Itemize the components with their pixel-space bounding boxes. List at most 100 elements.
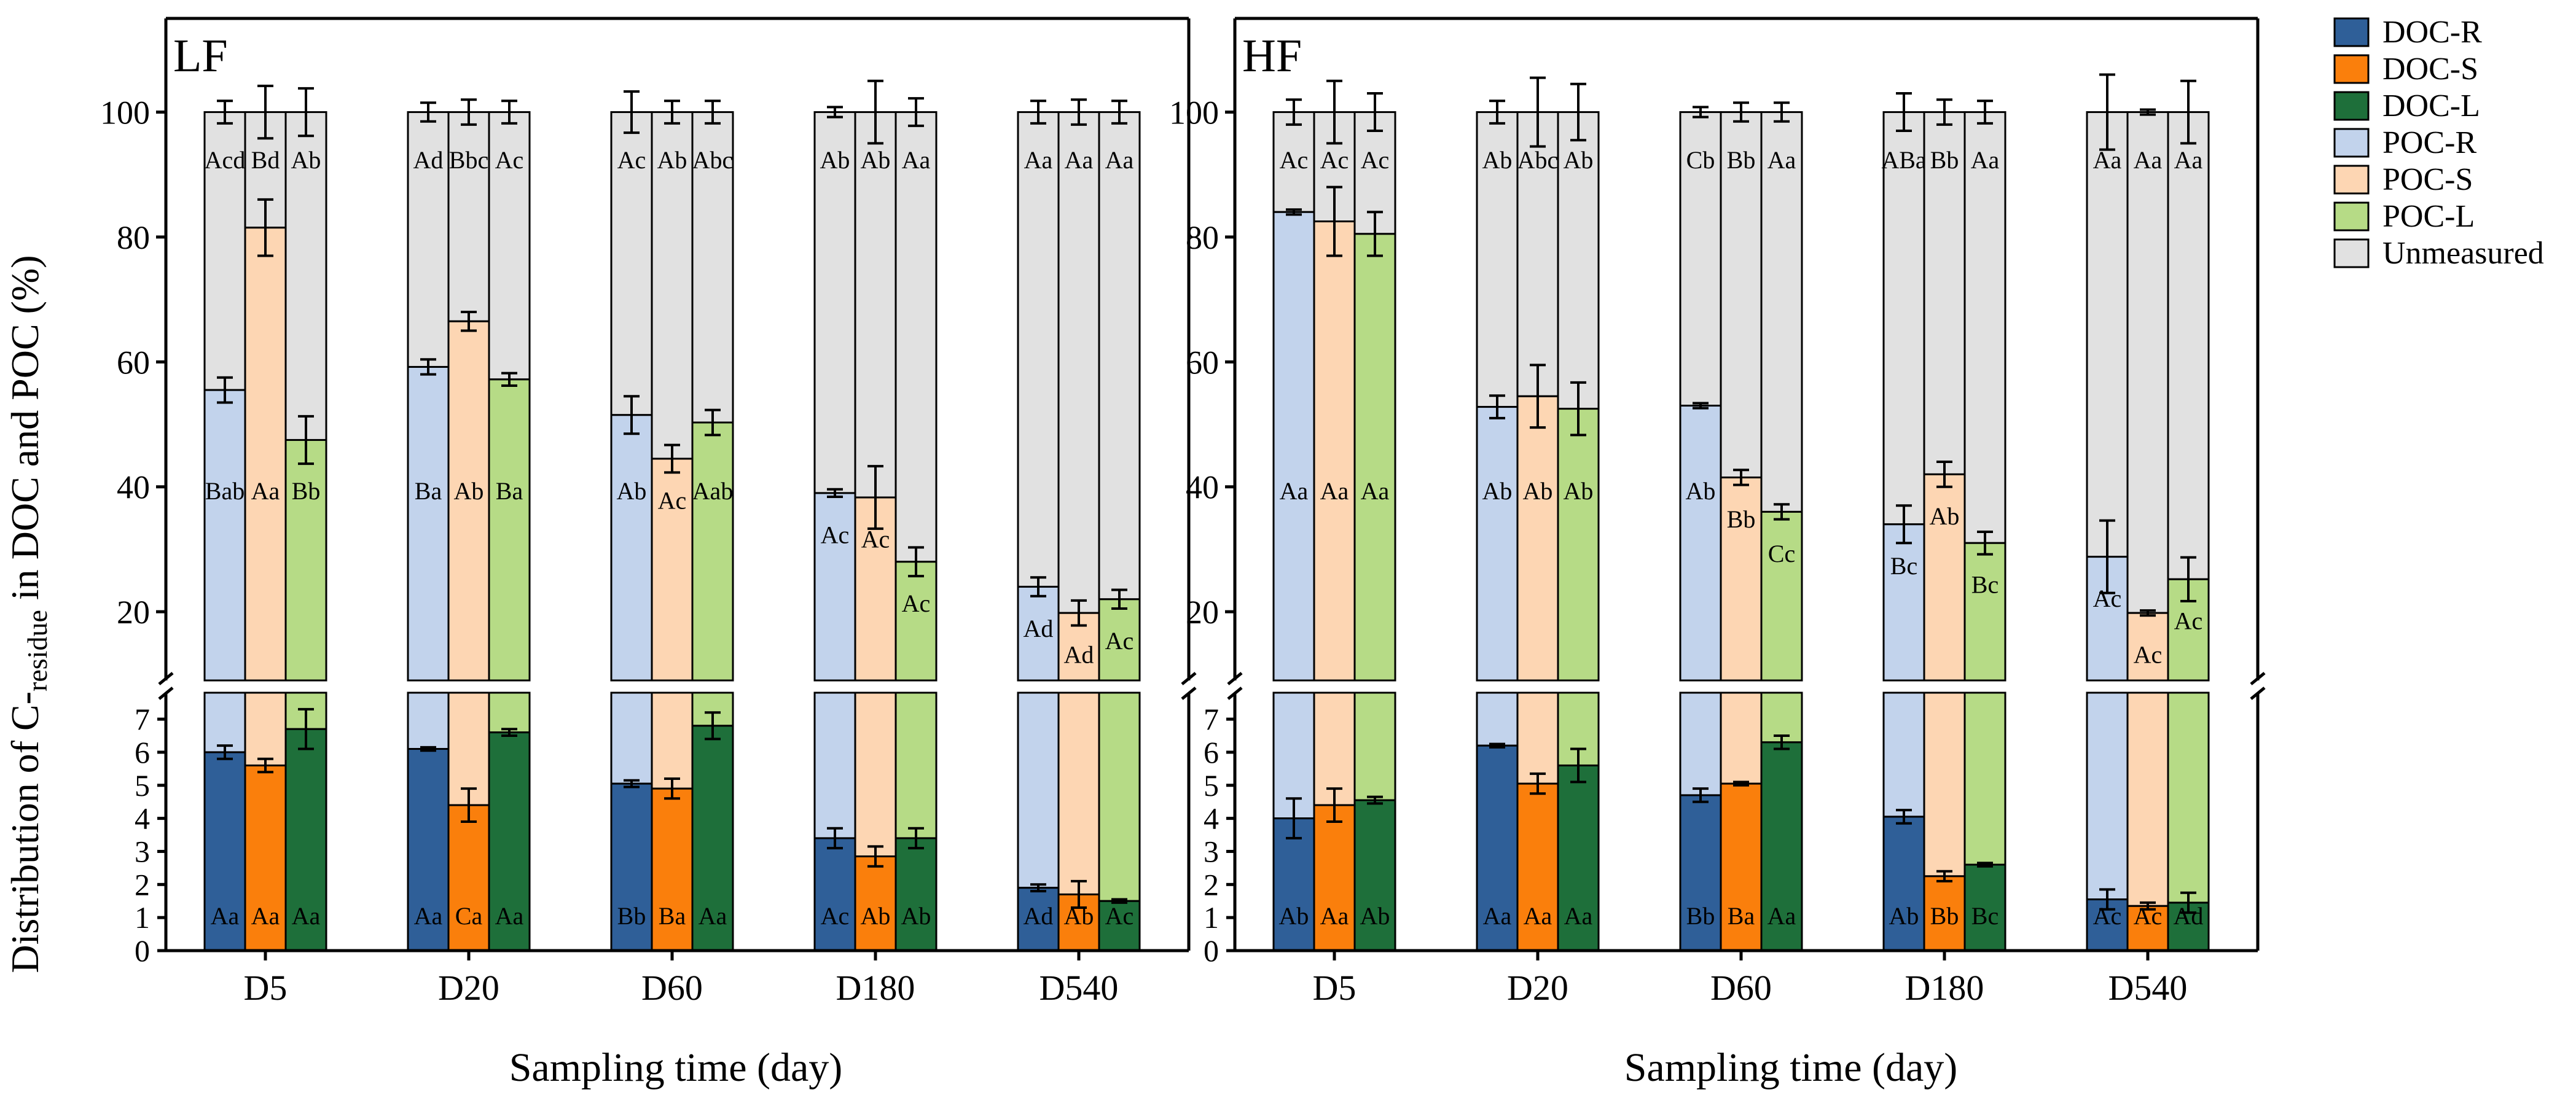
y-tick-label-lower-7: 7 <box>1204 702 1219 736</box>
bar-poc-lower-hf-d180-r <box>1882 691 1925 818</box>
panel-label-hf: HF <box>1242 30 1302 82</box>
bar-unmeasured-hf-d540-s <box>2126 111 2169 614</box>
label-poc-lf-d20-l: Ba <box>496 477 523 505</box>
bar-poc-upper-hf-d60-r <box>1679 405 1722 682</box>
label-top-lf-d5-s: Bd <box>251 146 280 174</box>
y-tick-label-lower-6: 6 <box>1204 735 1219 769</box>
bar-poc-lower-lf-d180-r <box>813 691 856 839</box>
label-doc-hf-d60-s: Ba <box>1728 902 1755 930</box>
bar-poc-upper-lf-d60-l <box>691 421 734 682</box>
break-mark-upper-0 <box>158 672 174 685</box>
break-mark-upper-0 <box>1227 672 1243 685</box>
label-doc-lf-d540-l: Ac <box>1105 902 1134 930</box>
label-doc-lf-d540-r: Ad <box>1024 902 1054 930</box>
y-tick-label-lower-7: 7 <box>135 702 150 736</box>
label-top-hf-d20-r: Ab <box>1482 146 1513 174</box>
label-top-lf-d5-l: Ab <box>291 146 321 174</box>
bar-unmeasured-hf-d540-r <box>2086 111 2129 558</box>
legend-label-poc-r: POC-R <box>2382 125 2476 160</box>
x-tick-label-d5: D5 <box>244 968 288 1008</box>
bar-doc-hf-d180-s <box>1923 875 1966 952</box>
bar-poc-lower-lf-d180-l <box>895 691 938 839</box>
bar-poc-lower-lf-d540-l <box>1098 691 1141 902</box>
bar-poc-lower-hf-d60-r <box>1679 691 1722 796</box>
y-tick-label-lower-1: 1 <box>1204 900 1219 935</box>
y-tick-label-upper-60: 60 <box>117 344 150 381</box>
bar-poc-upper-hf-d60-s <box>1720 476 1763 682</box>
bar-poc-upper-hf-d20-s <box>1516 395 1559 682</box>
x-tick-label-d540: D540 <box>1039 968 1119 1008</box>
bar-unmeasured-hf-d180-r <box>1882 111 1925 526</box>
label-doc-lf-d20-s: Ca <box>455 902 483 930</box>
bar-unmeasured-lf-d20-s <box>447 111 490 322</box>
legend-swatch-poc-r <box>2333 128 2370 158</box>
axis-break-gap <box>1236 682 2257 691</box>
y-tick-label-lower-0: 0 <box>135 933 150 968</box>
label-doc-hf-d180-s: Bb <box>1930 902 1959 930</box>
bar-unmeasured-hf-d60-l <box>1760 111 1803 513</box>
bar-poc-upper-hf-d20-l <box>1557 408 1600 682</box>
bar-poc-upper-hf-d5-r <box>1272 211 1315 682</box>
label-poc-lf-d60-r: Ab <box>617 477 647 505</box>
label-doc-lf-d60-r: Bb <box>617 902 646 930</box>
bar-poc-lower-hf-d540-s <box>2126 691 2169 907</box>
y-axis-label-main: Distribution of C- <box>3 691 47 973</box>
label-top-lf-d20-l: Ac <box>495 146 524 174</box>
bar-unmeasured-lf-d540-s <box>1057 111 1100 614</box>
label-poc-hf-d20-l: Ab <box>1564 477 1594 505</box>
legend-swatch-poc-s <box>2333 165 2370 195</box>
bar-poc-upper-hf-d5-l <box>1353 233 1396 682</box>
bar-poc-lower-hf-d60-s <box>1720 691 1763 785</box>
label-poc-lf-d60-l: Aab <box>692 477 734 505</box>
bar-doc-lf-d180-r <box>813 837 856 952</box>
bar-poc-lower-hf-d540-r <box>2086 691 2129 901</box>
bar-doc-lf-d60-s <box>651 787 694 952</box>
label-top-lf-d180-l: Aa <box>902 146 931 174</box>
label-doc-lf-d20-l: Aa <box>495 902 524 930</box>
label-top-lf-d20-s: Bbc <box>449 146 488 174</box>
y-tick-label-lower-6: 6 <box>135 735 150 769</box>
bar-poc-lower-hf-d20-s <box>1516 691 1559 785</box>
label-top-hf-d60-r: Cb <box>1686 146 1715 174</box>
x-tick-label-d20: D20 <box>1507 968 1568 1008</box>
x-tick-label-d5: D5 <box>1313 968 1357 1008</box>
label-top-lf-d60-r: Ac <box>617 146 646 174</box>
label-top-lf-d540-s: Aa <box>1065 146 1094 174</box>
label-doc-hf-d20-s: Aa <box>1524 902 1552 930</box>
bar-unmeasured-lf-d540-r <box>1017 111 1060 588</box>
bar-poc-lower-hf-d180-l <box>1963 691 2006 866</box>
bar-unmeasured-hf-d20-l <box>1557 111 1600 410</box>
label-doc-hf-d180-r: Ab <box>1889 902 1919 930</box>
bar-doc-hf-d180-r <box>1882 816 1925 952</box>
label-top-hf-d60-s: Bb <box>1727 146 1756 174</box>
panel-lf: AcdBabAaBdAaAaAbBbAaD5AdBaAaBbcAbCaAcBaA… <box>100 17 1197 1008</box>
label-doc-lf-d180-l: Ab <box>901 902 931 930</box>
label-poc-hf-d180-l: Bc <box>1971 571 1999 599</box>
bar-unmeasured-lf-d180-l <box>895 111 938 563</box>
bar-unmeasured-hf-d540-l <box>2167 111 2210 580</box>
label-poc-hf-d540-s: Ac <box>2134 641 2163 669</box>
label-doc-hf-d60-l: Aa <box>1768 902 1796 930</box>
label-top-lf-d180-s: Ab <box>861 146 891 174</box>
label-doc-hf-d540-l: Ad <box>2174 902 2204 930</box>
break-mark-lower-1 <box>2250 687 2266 700</box>
bar-unmeasured-lf-d20-r <box>407 111 450 368</box>
bar-poc-upper-lf-d5-s <box>244 227 287 682</box>
label-poc-hf-d180-r: Bc <box>1890 552 1917 580</box>
y-tick-label-upper-40: 40 <box>1186 469 1219 506</box>
break-mark-upper-1 <box>2250 672 2266 685</box>
bar-poc-lower-lf-d180-s <box>854 691 897 858</box>
legend-label-doc-s: DOC-S <box>2382 52 2478 87</box>
label-poc-lf-d540-l: Ac <box>1105 627 1134 655</box>
bar-poc-lower-hf-d20-r <box>1476 691 1519 747</box>
bar-poc-lower-lf-d20-r <box>407 691 450 750</box>
bar-poc-lower-lf-d20-l <box>488 691 531 734</box>
label-poc-lf-d5-s: Aa <box>251 477 280 505</box>
x-tick-label-d20: D20 <box>438 968 499 1008</box>
bar-poc-lower-hf-d180-s <box>1923 691 1966 878</box>
bar-poc-upper-lf-d20-l <box>488 378 531 682</box>
bar-poc-lower-lf-d540-s <box>1057 691 1100 895</box>
label-top-hf-d180-s: Bb <box>1930 146 1959 174</box>
x-tick-label-d540: D540 <box>2108 968 2188 1008</box>
y-axis-label: Distribution of C-residue in DOC and POC… <box>3 255 53 973</box>
